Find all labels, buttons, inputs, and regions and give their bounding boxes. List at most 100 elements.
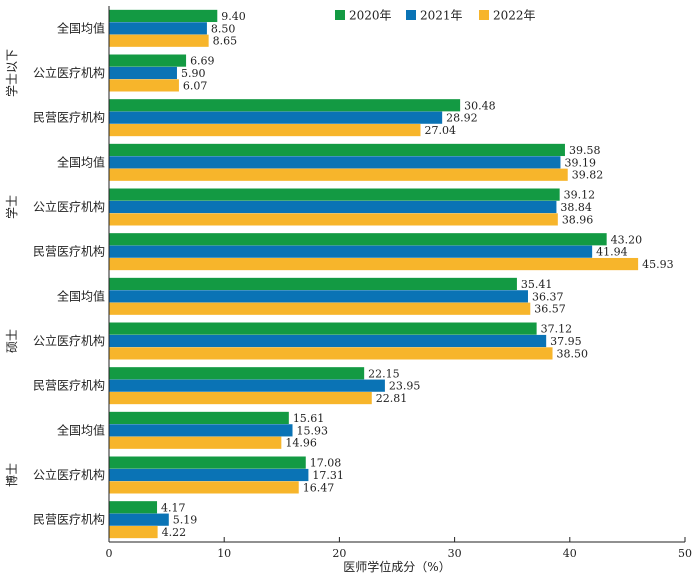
data-label: 39.12 xyxy=(564,189,596,202)
bar-学士-全国均值-2020年 xyxy=(109,143,565,157)
bar-硕士-民营医疗机构-2022年 xyxy=(109,391,372,405)
x-tick-label: 20 xyxy=(332,547,346,560)
data-label: 38.96 xyxy=(562,213,594,226)
data-label: 4.17 xyxy=(161,501,186,514)
data-label: 30.48 xyxy=(464,99,496,112)
bar-博士-民营医疗机构-2020年 xyxy=(109,501,158,514)
category-label: 民营医疗机构 xyxy=(33,378,105,393)
bar-学士-全国均值-2021年 xyxy=(109,156,561,169)
category-label: 公立医疗机构 xyxy=(33,199,105,214)
data-label: 8.50 xyxy=(211,22,236,35)
category-label: 民营医疗机构 xyxy=(33,244,105,259)
data-label: 22.81 xyxy=(376,392,408,405)
bar-硕士-全国均值-2020年 xyxy=(109,277,517,291)
bar-学士-民营医疗机构-2021年 xyxy=(109,245,593,258)
data-label: 17.31 xyxy=(312,469,344,482)
bar-博士-全国均值-2020年 xyxy=(109,411,289,425)
data-label: 6.07 xyxy=(183,79,208,92)
legend: 2020年 2021年 2022年 xyxy=(335,9,536,23)
bar-学士-民营医疗机构-2022年 xyxy=(109,257,639,271)
x-tick-label: 10 xyxy=(217,547,231,560)
data-label: 43.20 xyxy=(611,233,643,246)
bar-博士-公立医疗机构-2022年 xyxy=(109,481,299,494)
data-label: 6.69 xyxy=(190,55,215,68)
data-label: 14.96 xyxy=(285,437,317,450)
data-label: 39.19 xyxy=(564,156,596,169)
bar-博士-公立医疗机构-2020年 xyxy=(109,456,306,469)
category-label: 民营医疗机构 xyxy=(33,110,105,125)
data-label: 23.95 xyxy=(389,380,421,393)
bar-硕士-公立医疗机构-2021年 xyxy=(109,334,547,348)
data-label: 9.40 xyxy=(221,10,246,23)
group-label: 硕士 xyxy=(5,329,19,353)
category-labels: 全国均值公立医疗机构民营医疗机构全国均值公立医疗机构民营医疗机构全国均值公立医疗… xyxy=(33,20,105,526)
bar-学士-公立医疗机构-2021年 xyxy=(109,200,557,214)
legend-swatch-2021年 xyxy=(406,10,416,20)
category-label: 全国均值 xyxy=(57,154,105,169)
data-label: 36.37 xyxy=(532,290,564,303)
bar-学士以下-公立医疗机构-2021年 xyxy=(109,66,177,80)
bar-硕士-全国均值-2022年 xyxy=(109,302,531,315)
data-label: 38.50 xyxy=(557,347,589,360)
data-label: 22.15 xyxy=(368,367,400,380)
data-label: 5.90 xyxy=(181,67,206,80)
category-label: 民营医疗机构 xyxy=(33,512,105,527)
x-tick-label: 50 xyxy=(678,547,692,560)
bar-博士-全国均值-2021年 xyxy=(109,424,293,437)
bar-博士-全国均值-2022年 xyxy=(109,436,282,449)
data-label: 41.94 xyxy=(596,246,628,259)
bar-博士-公立医疗机构-2021年 xyxy=(109,468,309,482)
data-label: 16.47 xyxy=(303,481,335,494)
bar-博士-民营医疗机构-2021年 xyxy=(109,513,169,526)
bar-学士-全国均值-2022年 xyxy=(109,168,568,181)
category-label: 公立医疗机构 xyxy=(33,467,105,482)
data-label: 15.61 xyxy=(293,412,325,425)
data-label: 35.41 xyxy=(521,278,553,291)
data-label: 45.93 xyxy=(642,258,674,271)
data-label: 37.95 xyxy=(550,335,582,348)
legend-swatch-2020年 xyxy=(335,10,345,20)
bar-硕士-全国均值-2021年 xyxy=(109,290,528,303)
bar-硕士-民营医疗机构-2020年 xyxy=(109,367,365,380)
bar-学士以下-民营医疗机构-2020年 xyxy=(109,99,461,112)
bar-硕士-民营医疗机构-2021年 xyxy=(109,379,385,392)
bar-学士以下-全国均值-2020年 xyxy=(109,9,218,23)
bar-学士-公立医疗机构-2020年 xyxy=(109,188,560,201)
data-label: 15.93 xyxy=(297,424,329,437)
bar-学士以下-全国均值-2021年 xyxy=(109,22,207,35)
category-label: 全国均值 xyxy=(57,422,105,437)
bar-学士以下-民营医疗机构-2021年 xyxy=(109,111,443,124)
data-label: 28.92 xyxy=(446,112,478,125)
bar-学士以下-公立医疗机构-2022年 xyxy=(109,79,179,92)
data-label: 4.22 xyxy=(162,526,187,539)
category-label: 公立医疗机构 xyxy=(33,65,105,80)
x-tick-label: 40 xyxy=(563,547,577,560)
bar-硕士-公立医疗机构-2020年 xyxy=(109,322,537,335)
data-label: 8.65 xyxy=(213,35,238,48)
category-label: 全国均值 xyxy=(57,20,105,35)
bar-学士-公立医疗机构-2022年 xyxy=(109,213,558,226)
data-label: 36.57 xyxy=(534,303,566,316)
data-label: 27.04 xyxy=(425,124,457,137)
bar-学士以下-公立医疗机构-2020年 xyxy=(109,54,187,67)
data-label: 5.19 xyxy=(173,514,198,527)
category-label: 全国均值 xyxy=(57,288,105,303)
data-label: 17.08 xyxy=(310,457,342,470)
bar-学士以下-民营医疗机构-2022年 xyxy=(109,123,421,137)
x-tick-label: 0 xyxy=(106,547,113,560)
category-label: 公立医疗机构 xyxy=(33,333,105,348)
bar-学士-民营医疗机构-2020年 xyxy=(109,233,607,246)
data-label: 39.58 xyxy=(569,144,601,157)
bar-硕士-公立医疗机构-2022年 xyxy=(109,347,553,360)
legend-label: 2020年 xyxy=(349,9,392,23)
legend-label: 2022年 xyxy=(493,9,536,23)
group-label: 学士以下 xyxy=(4,49,19,97)
legend-swatch-2022年 xyxy=(479,10,489,20)
bar-博士-民营医疗机构-2022年 xyxy=(109,525,158,539)
data-label: 37.12 xyxy=(541,323,573,336)
legend-label: 2021年 xyxy=(420,9,463,23)
